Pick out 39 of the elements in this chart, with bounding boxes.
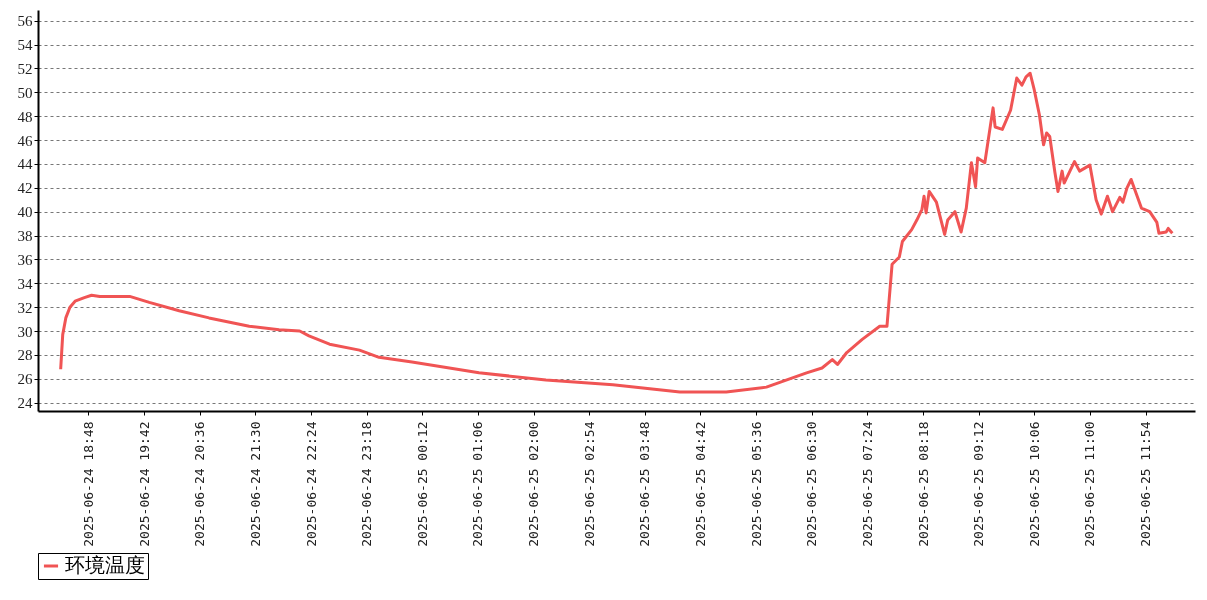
x-tick-label: 2025-06-25 06:30 — [804, 421, 820, 547]
y-tick-label: 48 — [17, 108, 33, 125]
x-tick-label: 2025-06-25 00:12 — [414, 421, 430, 547]
y-tick-label: 42 — [17, 180, 33, 197]
y-tick-label: 26 — [17, 371, 33, 388]
x-tick-label: 2025-06-24 20:36 — [192, 421, 208, 547]
y-tick-label: 24 — [17, 395, 33, 412]
x-tick-label: 2025-06-24 21:30 — [247, 421, 263, 547]
x-tick-label: 2025-06-24 19:42 — [136, 421, 152, 547]
y-tick-label: 36 — [17, 251, 33, 268]
y-tick-label: 56 — [17, 13, 33, 30]
y-tick-label: 38 — [17, 228, 33, 245]
y-tick-label: 34 — [17, 275, 33, 292]
y-tick-label: 44 — [17, 156, 33, 173]
x-tick-label: 2025-06-25 04:42 — [692, 421, 708, 547]
x-tick-label: 2025-06-25 02:00 — [526, 421, 542, 547]
y-tick-label: 32 — [17, 299, 33, 316]
x-tick-label: 2025-06-25 01:06 — [470, 421, 486, 547]
y-tick-label: 30 — [17, 323, 33, 340]
x-tick-label: 2025-06-25 05:36 — [748, 421, 764, 547]
x-tick-label: 2025-06-25 11:00 — [1082, 421, 1098, 547]
legend-label: 环境温度 — [65, 553, 145, 577]
x-tick-label: 2025-06-24 23:18 — [359, 421, 375, 547]
y-tick-label: 40 — [17, 204, 33, 221]
x-tick-label: 2025-06-24 18:48 — [80, 421, 96, 547]
x-tick-label: 2025-06-25 10:06 — [1026, 421, 1042, 547]
y-tick-label: 28 — [17, 347, 33, 364]
y-tick-label: 52 — [17, 60, 33, 77]
y-tick-label: 50 — [17, 84, 33, 101]
line-series — [59, 71, 1174, 394]
x-tick-label: 2025-06-25 08:18 — [915, 421, 931, 547]
y-tick-label: 46 — [17, 132, 33, 149]
y-tick-label: 54 — [17, 37, 33, 54]
x-tick-label: 2025-06-24 22:24 — [303, 421, 319, 547]
x-tick-label: 2025-06-25 09:12 — [971, 421, 987, 547]
x-tick-label: 2025-06-25 03:48 — [637, 421, 653, 547]
x-tick-label: 2025-06-25 02:54 — [581, 421, 597, 547]
x-tick-label: 2025-06-25 11:54 — [1138, 421, 1154, 547]
x-tick-label: 2025-06-25 07:24 — [859, 421, 875, 547]
